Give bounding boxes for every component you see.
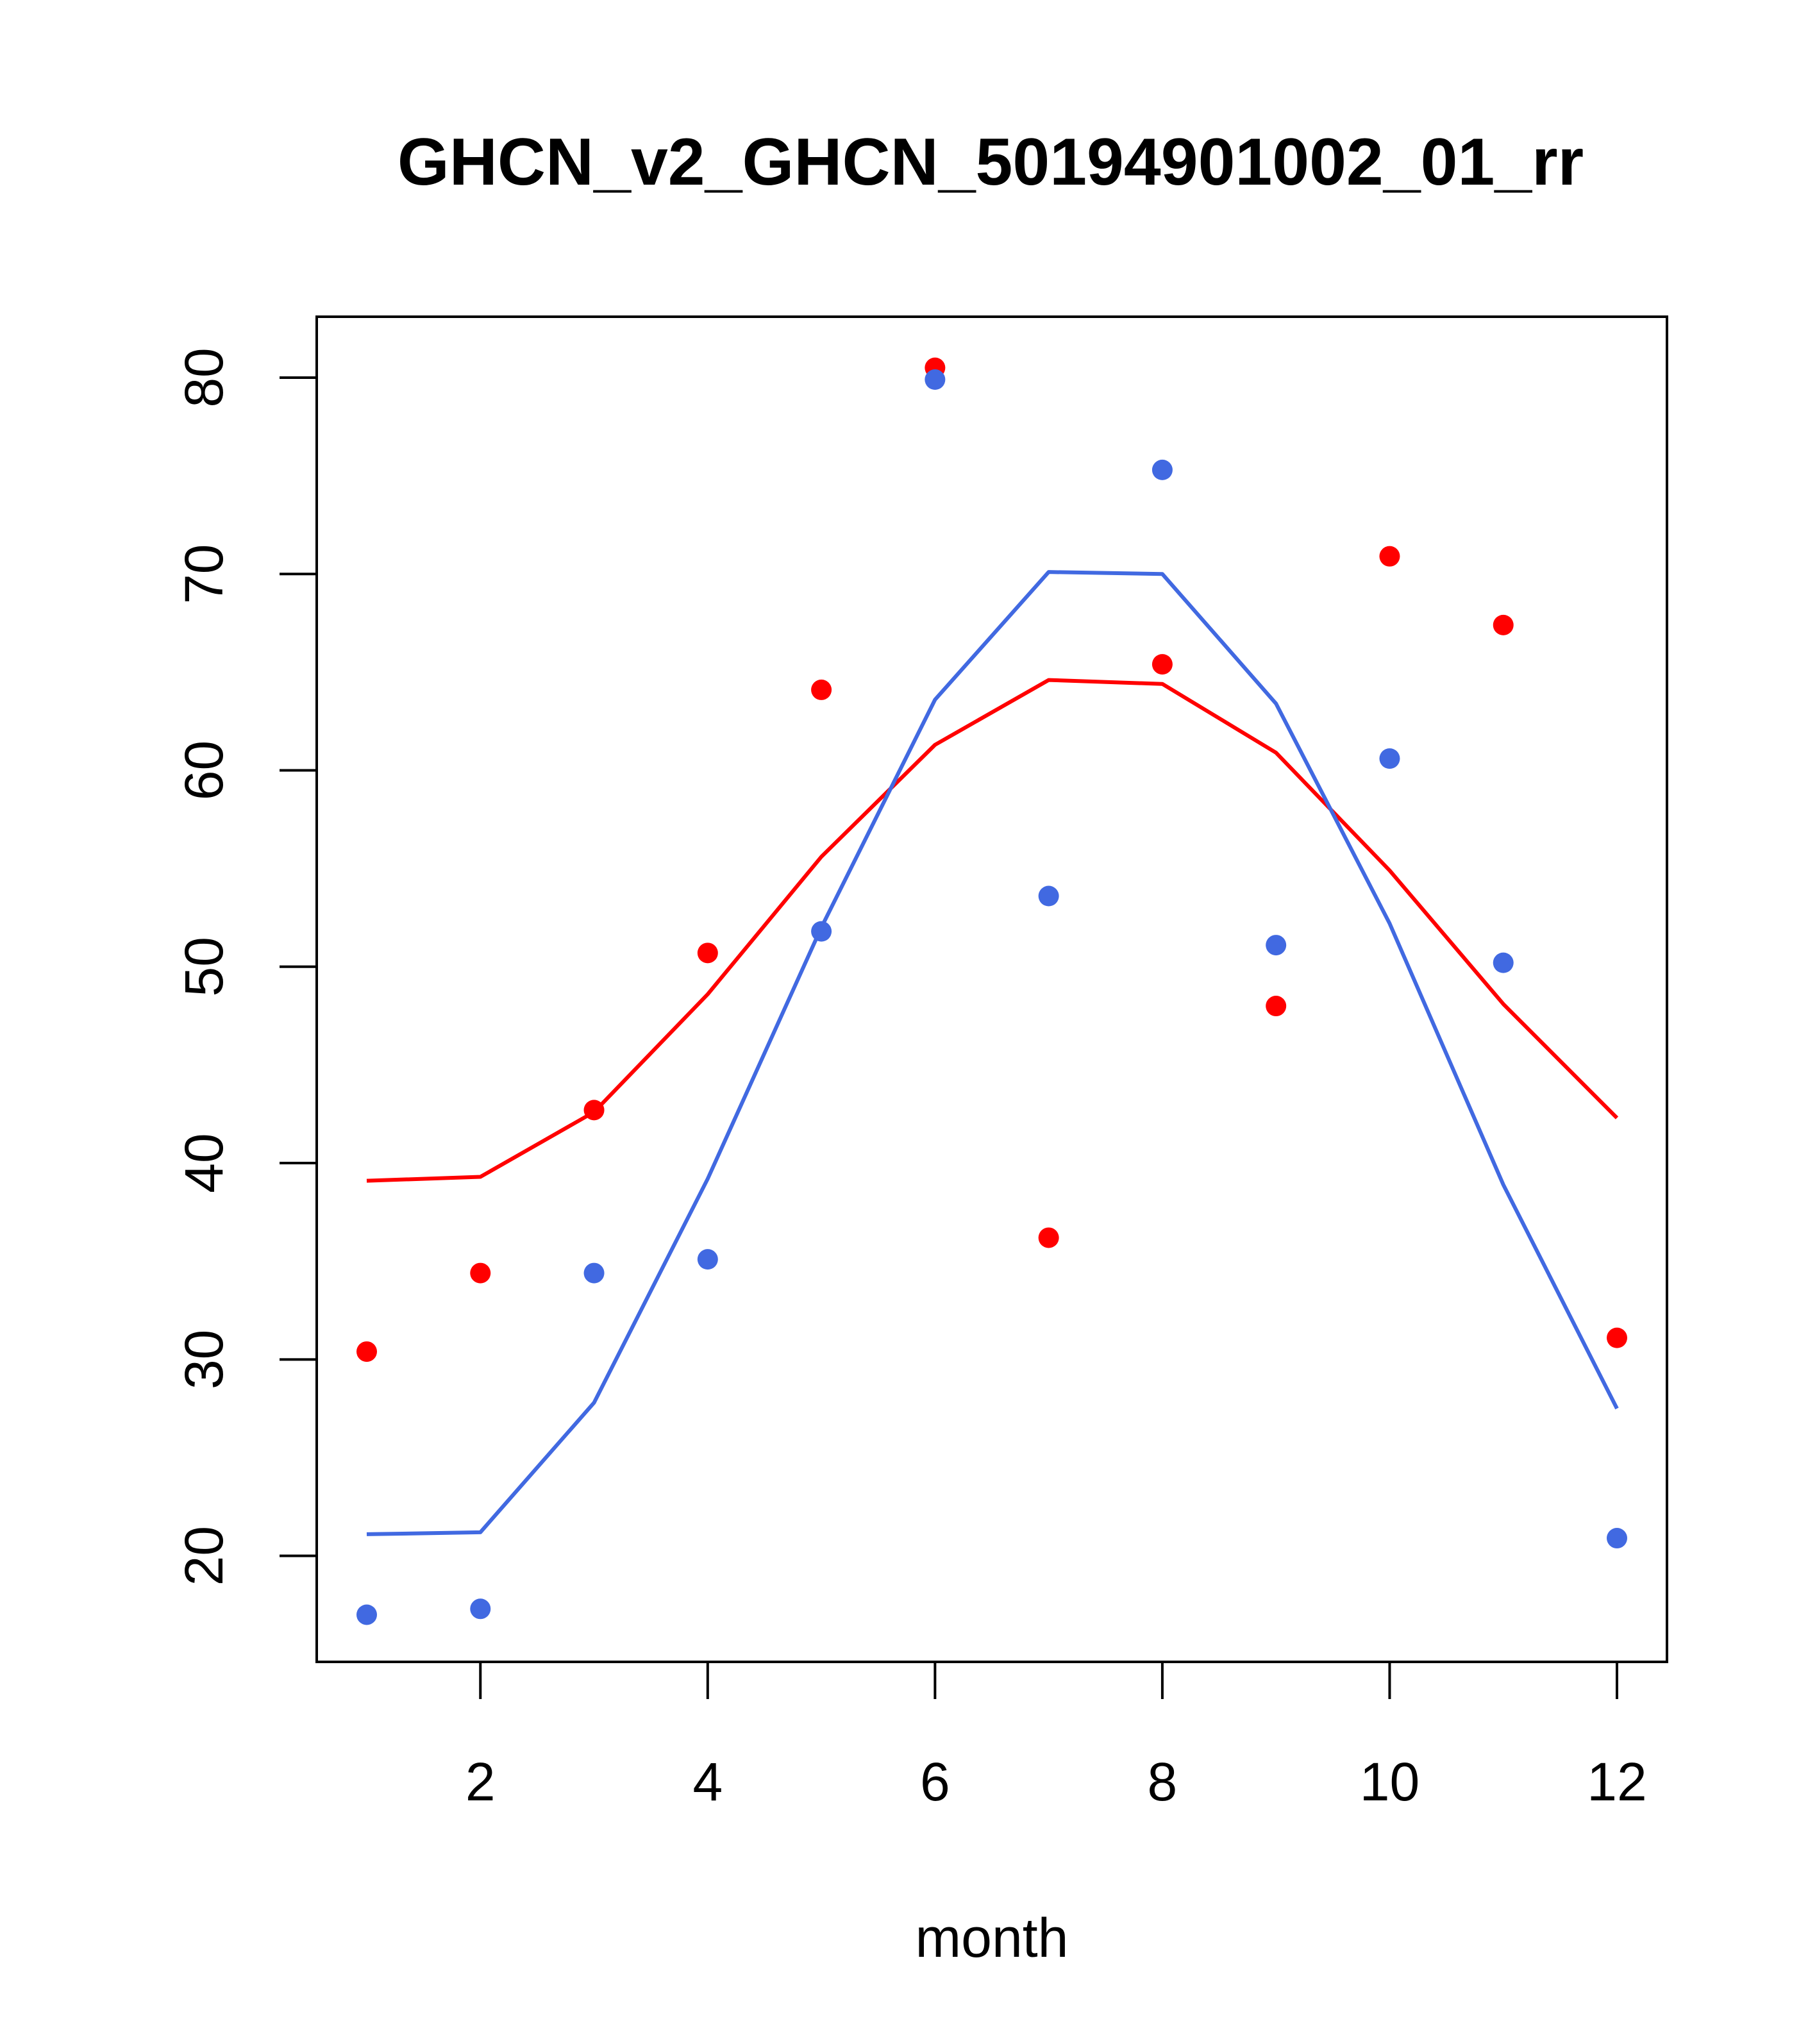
- y-axis: 20 30 40 50 60 70 80: [174, 348, 318, 1586]
- red-points-point-1: [356, 1341, 377, 1362]
- red-points-point-10: [1379, 546, 1400, 567]
- y-tick-label-80: 80: [174, 348, 234, 407]
- blue-points-point-9: [1266, 935, 1287, 956]
- blue-points-point-11: [1493, 952, 1514, 973]
- x-tick-label-4: 4: [692, 1752, 723, 1812]
- x-tick-label-8: 8: [1148, 1752, 1178, 1812]
- x-tick-label-2: 2: [465, 1752, 496, 1812]
- x-tick-label-6: 6: [920, 1752, 950, 1812]
- red-points-point-5: [811, 679, 832, 700]
- x-tick-label-10: 10: [1360, 1752, 1419, 1812]
- series-points: [356, 357, 1627, 1625]
- red-points-point-4: [697, 942, 718, 964]
- y-tick-label-60: 60: [174, 741, 234, 800]
- chart-title: GHCN_v2_GHCN_50194901002_01_rr: [398, 125, 1584, 199]
- red-points-point-7: [1038, 1227, 1059, 1248]
- red-points-point-11: [1493, 614, 1514, 635]
- x-axis-label: month: [915, 1907, 1068, 1969]
- x-tick-label-12: 12: [1587, 1752, 1646, 1812]
- y-tick-label-30: 30: [174, 1330, 234, 1389]
- blue-points-point-10: [1379, 748, 1400, 769]
- blue-points-point-2: [470, 1598, 491, 1620]
- x-axis: 2 4 6 8 10 12: [465, 1661, 1647, 1812]
- plot-frame: [315, 315, 1668, 1663]
- red-points-point-9: [1266, 996, 1287, 1017]
- series-lines: [366, 570, 1619, 1536]
- y-tick-label-50: 50: [174, 937, 234, 996]
- blue-points-point-6: [925, 369, 946, 390]
- blue-points-point-12: [1607, 1528, 1627, 1549]
- red-points-point-2: [470, 1262, 491, 1284]
- red-points-point-8: [1151, 654, 1173, 675]
- blue-points-point-4: [697, 1249, 718, 1270]
- blue-points-point-8: [1151, 459, 1173, 480]
- blue-points-point-7: [1038, 885, 1059, 907]
- blue-points-point-3: [583, 1262, 605, 1284]
- blue-points-point-1: [356, 1604, 377, 1625]
- y-tick-label-40: 40: [174, 1133, 234, 1193]
- blue-points-point-5: [811, 921, 832, 942]
- y-tick-label-20: 20: [174, 1526, 234, 1586]
- red-line: [366, 678, 1619, 1183]
- red-points-point-3: [583, 1100, 605, 1121]
- y-tick-label-70: 70: [174, 544, 234, 604]
- blue-line: [366, 570, 1619, 1536]
- red-points-point-12: [1607, 1327, 1627, 1348]
